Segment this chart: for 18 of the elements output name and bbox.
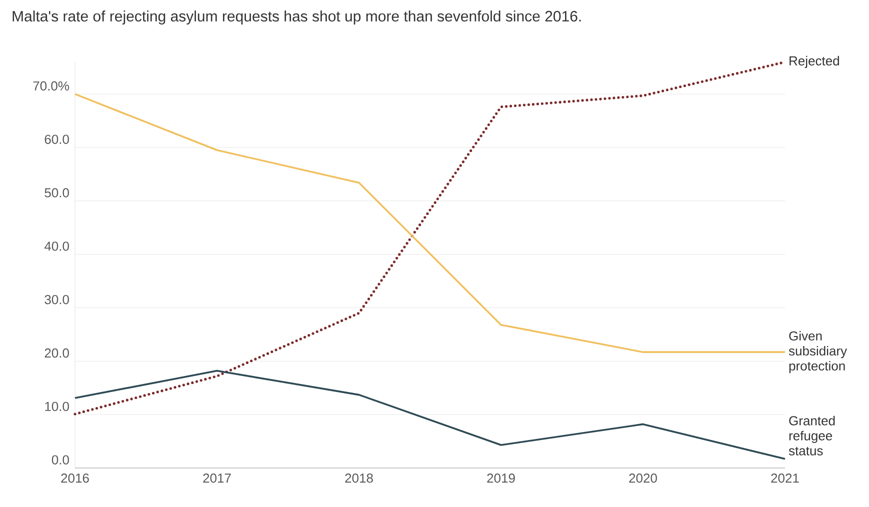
- y-tick-label: 40.0: [44, 242, 69, 251]
- x-tick-label: 2021: [771, 474, 799, 483]
- y-tick-label: 70.0%: [33, 81, 70, 91]
- x-tick-label: 2020: [629, 474, 657, 483]
- y-tick-label: 50.0: [44, 188, 69, 198]
- y-tick-label: 60.0: [44, 134, 69, 144]
- y-tick-label: 20.0: [44, 348, 69, 358]
- series-label: Given subsidiary protection: [788, 331, 848, 374]
- y-tick-label: 0.0: [52, 455, 69, 464]
- x-tick-label: 2016: [61, 474, 89, 483]
- y-tick-label: 30.0: [44, 294, 69, 304]
- chart-title: Malta's rate of rejecting asylum requests has shot up more than sevenfold since 2016.: [12, 10, 581, 25]
- series-label: Rejected: [790, 56, 840, 68]
- series-label: Granted refugee status: [788, 416, 835, 456]
- y-tick-label: 10.0: [45, 402, 69, 412]
- x-tick-label: 2017: [203, 474, 231, 483]
- x-tick-label: 2018: [345, 474, 373, 483]
- x-tick-label: 2019: [487, 474, 515, 483]
